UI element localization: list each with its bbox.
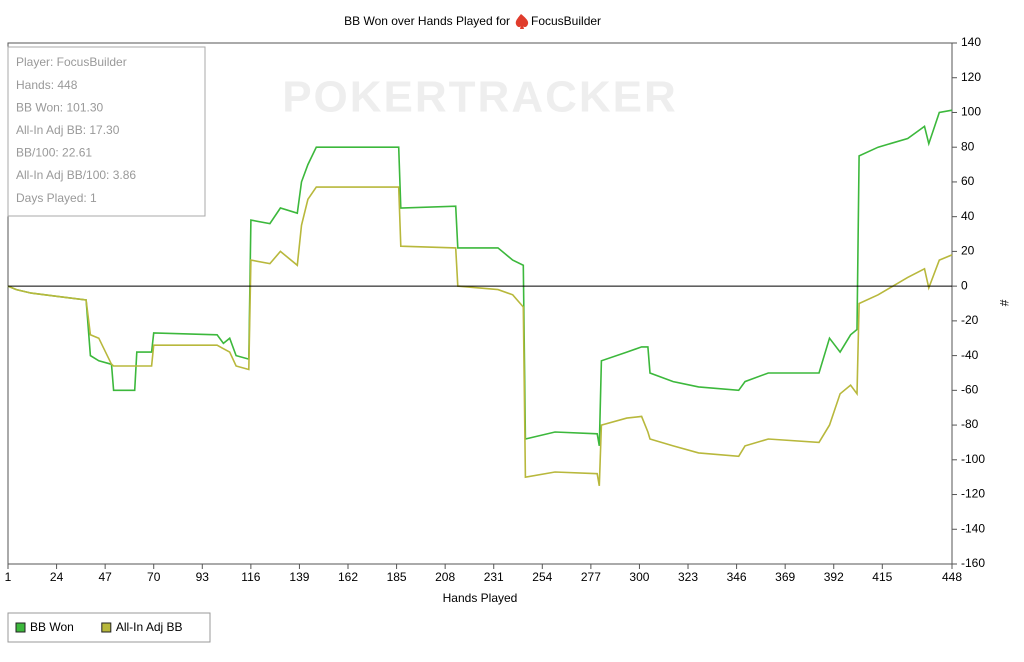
x-tick-label: 1 — [5, 570, 12, 584]
y-tick-label: 40 — [961, 209, 975, 223]
legend-label: All-In Adj BB — [116, 620, 183, 634]
x-tick-label: 415 — [872, 570, 892, 584]
info-box: Player: FocusBuilder Hands: 448 BB Won: 10… — [7, 46, 206, 217]
watermark: POKERTRACKER — [282, 73, 678, 122]
y-tick-label: -100 — [961, 452, 985, 466]
x-tick-label: 300 — [629, 570, 649, 584]
x-tick-label: 448 — [942, 570, 962, 584]
y-tick-label: 140 — [961, 35, 981, 49]
y-axis-label: # — [997, 300, 1011, 307]
info-text: Player: FocusBuilder — [16, 55, 127, 69]
y-tick-label: 100 — [961, 105, 981, 119]
x-tick-label: 139 — [289, 570, 309, 584]
info-text: All-In Adj BB/100: 3.86 — [16, 168, 136, 182]
x-tick-label: 208 — [435, 570, 455, 584]
legend-swatch — [15, 622, 26, 633]
y-tick-label: 60 — [961, 174, 975, 188]
x-tick-label: 162 — [338, 570, 358, 584]
x-tick-label: 24 — [50, 570, 64, 584]
y-tick-label: -40 — [961, 348, 979, 362]
x-tick-label: 70 — [147, 570, 161, 584]
y-tick-label: 0 — [961, 278, 968, 292]
player-name: FocusBuilder — [531, 14, 601, 28]
x-tick-label: 346 — [727, 570, 747, 584]
x-tick-label: 47 — [98, 570, 112, 584]
x-axis-label: Hands Played — [443, 591, 518, 605]
info-text: All-In Adj BB: 17.30 — [16, 123, 120, 137]
legend-swatch — [101, 622, 112, 633]
y-tick-label: -160 — [961, 556, 985, 570]
info-text: BB/100: 22.61 — [16, 146, 92, 160]
info-text: Hands: 448 — [16, 78, 78, 92]
y-tick-label: -120 — [961, 487, 985, 501]
x-tick-label: 392 — [824, 570, 844, 584]
info-box-frame — [7, 46, 206, 217]
y-tick-label: -20 — [961, 313, 979, 327]
x-tick-label: 323 — [678, 570, 698, 584]
x-tick-label: 93 — [196, 570, 210, 584]
y-tick-label: -140 — [961, 521, 985, 535]
series-line — [7, 109, 953, 447]
y-tick-label: 120 — [961, 70, 981, 84]
x-tick-label: 185 — [387, 570, 407, 584]
x-tick-label: 277 — [581, 570, 601, 584]
x-tick-label: 369 — [775, 570, 795, 584]
spade-icon — [515, 14, 529, 29]
legend-label: BB Won — [30, 620, 74, 634]
legend: BB Won All-In Adj BB — [7, 612, 211, 643]
x-tick-label: 254 — [532, 570, 552, 584]
y-tick-label: -60 — [961, 383, 979, 397]
series-line — [7, 186, 953, 487]
y-tick-label: 20 — [961, 244, 975, 258]
chart-title: BB Won over Hands Played for — [344, 14, 510, 28]
x-tick-label: 231 — [484, 570, 504, 584]
y-tick-label: -80 — [961, 417, 979, 431]
info-text: BB Won: 101.30 — [16, 100, 103, 114]
info-text: Days Played: 1 — [16, 191, 97, 205]
x-tick-label: 116 — [241, 570, 260, 584]
y-tick-label: 80 — [961, 139, 975, 153]
